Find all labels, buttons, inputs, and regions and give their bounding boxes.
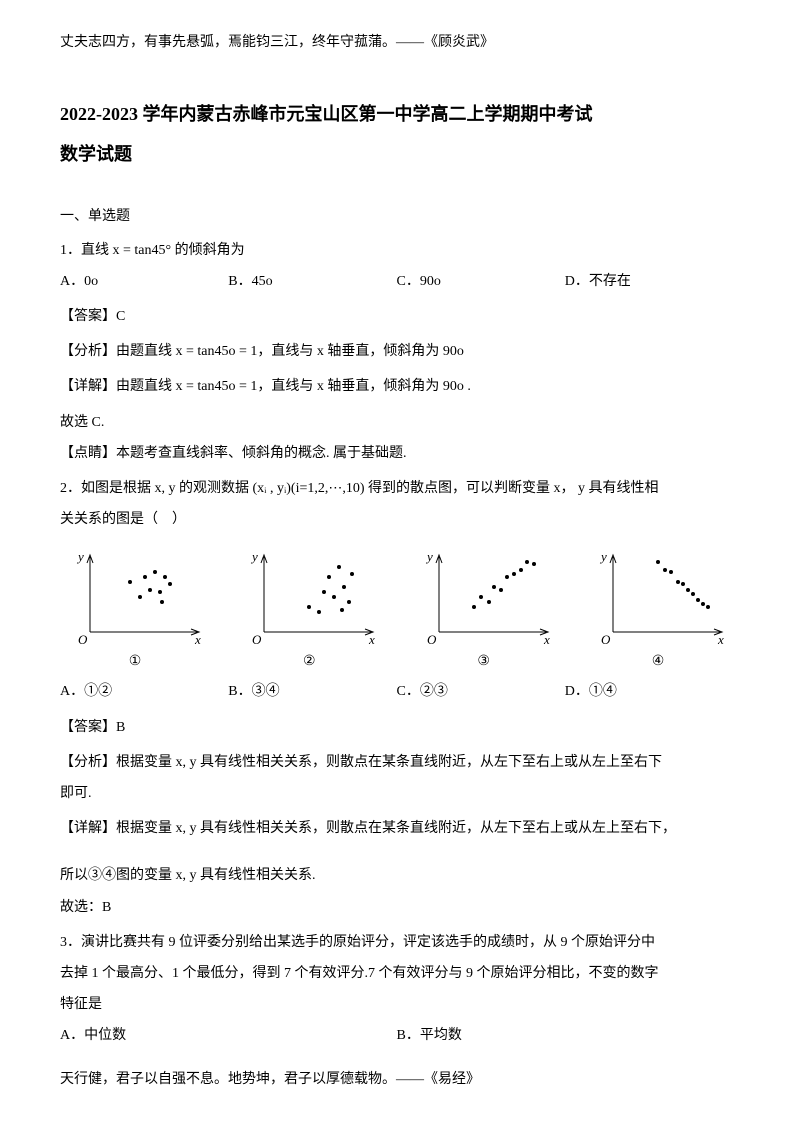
scatter-label-1: ① <box>60 649 210 674</box>
scatter-label-4: ④ <box>583 649 733 674</box>
q2-text: 2．如图是根据 x, y 的观测数据 (xᵢ , yᵢ)(i=1,2,⋯,10)… <box>60 476 733 501</box>
q2-options: A．①② B．③④ C．②③ D．①④ <box>60 679 733 704</box>
svg-text:y: y <box>76 549 84 564</box>
scatter-chart-1: y x O <box>65 547 205 647</box>
q2-optB: B．③④ <box>228 679 396 704</box>
q1-optA: A．0o <box>60 269 228 294</box>
q3-line1: 3．演讲比赛共有 9 位评委分别给出某选手的原始评分，评定该选手的成绩时，从 9… <box>60 930 733 955</box>
q2-conclusion2: 故选：B <box>60 895 733 920</box>
header-quote: 丈夫志四方，有事先悬弧，焉能钧三江，终年守菰蒲。——《顾炎武》 <box>60 30 733 55</box>
scatter-3: y x O ③ <box>409 547 559 674</box>
q2-text-post: 得到的散点图，可以判断变量 x， y 具有线性相 <box>365 481 659 496</box>
q2-optC: C．②③ <box>397 679 565 704</box>
exam-title: 2022-2023 学年内蒙古赤峰市元宝山区第一中学高二上学期期中考试 数学试题 <box>60 95 733 174</box>
q1-optD: D．不存在 <box>565 269 733 294</box>
q2-analysis2: 即可. <box>60 781 733 806</box>
scatter-chart-4: y x O <box>588 547 728 647</box>
svg-text:y: y <box>599 549 607 564</box>
q1-answer: 【答案】C <box>60 304 733 329</box>
q3-options: A．中位数 B．平均数 <box>60 1023 733 1048</box>
q2-conclusion1: 所以③④图的变量 x, y 具有线性相关关系. <box>60 863 733 888</box>
svg-text:O: O <box>252 632 262 647</box>
q1-note: 【点睛】本题考查直线斜率、倾斜角的概念. 属于基础题. <box>60 441 733 466</box>
q2-answer: 【答案】B <box>60 715 733 740</box>
q1-options: A．0o B．45o C．90o D．不存在 <box>60 269 733 294</box>
q1-optC: C．90o <box>397 269 565 294</box>
q2-text-pre: 2．如图是根据 x, y 的观测数据 <box>60 481 253 496</box>
q2-analysis: 【分析】根据变量 x, y 具有线性相关关系，则散点在某条直线附近，从左下至右上… <box>60 750 733 775</box>
svg-text:O: O <box>601 632 611 647</box>
svg-text:O: O <box>427 632 437 647</box>
q2-optD: D．①④ <box>565 679 733 704</box>
scatter-1: y x O ① <box>60 547 210 674</box>
title-line2: 数学试题 <box>60 135 733 175</box>
scatter-plots-row: y x O ① y x O ② y x O ③ y x O ④ <box>60 547 733 674</box>
q2-formula: (xᵢ , yᵢ)(i=1,2,⋯,10) <box>253 481 365 496</box>
svg-text:y: y <box>250 549 258 564</box>
svg-text:x: x <box>368 632 375 647</box>
svg-text:x: x <box>717 632 724 647</box>
footer-quote: 天行健，君子以自强不息。地势坤，君子以厚德载物。——《易经》 <box>60 1067 480 1092</box>
q2-text-line2: 关关系的图是（ ） <box>60 507 733 532</box>
scatter-chart-2: y x O <box>239 547 379 647</box>
svg-text:x: x <box>194 632 201 647</box>
q1-detail: 【详解】由题直线 x = tan45o = 1，直线与 x 轴垂直，倾斜角为 9… <box>60 374 733 399</box>
svg-text:y: y <box>425 549 433 564</box>
q2-optA: A．①② <box>60 679 228 704</box>
title-line1: 2022-2023 学年内蒙古赤峰市元宝山区第一中学高二上学期期中考试 <box>60 95 733 135</box>
q1-text: 1．直线 x = tan45° 的倾斜角为 <box>60 238 733 263</box>
q1-analysis: 【分析】由题直线 x = tan45o = 1，直线与 x 轴垂直，倾斜角为 9… <box>60 339 733 364</box>
q1-optB: B．45o <box>228 269 396 294</box>
svg-text:x: x <box>543 632 550 647</box>
scatter-4: y x O ④ <box>583 547 733 674</box>
q3-optA: A．中位数 <box>60 1023 397 1048</box>
q3-line3: 特征是 <box>60 992 733 1017</box>
q3-line2: 去掉 1 个最高分、1 个最低分，得到 7 个有效评分.7 个有效评分与 9 个… <box>60 961 733 986</box>
scatter-2: y x O ② <box>234 547 384 674</box>
section-heading-1: 一、单选题 <box>60 204 733 229</box>
q2-detail: 【详解】根据变量 x, y 具有线性相关关系，则散点在某条直线附近，从左下至右上… <box>60 816 733 841</box>
scatter-chart-3: y x O <box>414 547 554 647</box>
q3-optB: B．平均数 <box>397 1023 734 1048</box>
scatter-label-2: ② <box>234 649 384 674</box>
q1-conclusion: 故选 C. <box>60 410 733 435</box>
scatter-label-3: ③ <box>409 649 559 674</box>
svg-text:O: O <box>78 632 88 647</box>
